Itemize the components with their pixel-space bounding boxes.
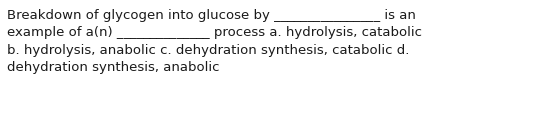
Text: Breakdown of glycogen into glucose by ________________ is an
example of a(n) ___: Breakdown of glycogen into glucose by __… <box>7 9 422 74</box>
